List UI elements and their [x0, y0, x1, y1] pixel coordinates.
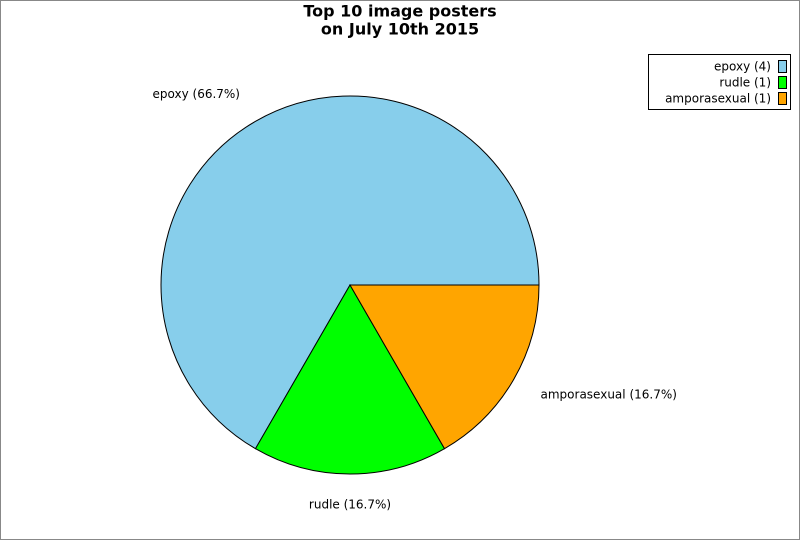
slice-label: amporasexual (16.7%) — [541, 388, 677, 402]
legend-box — [648, 54, 791, 110]
legend-swatch — [778, 92, 787, 105]
slice-label: epoxy (66.7%) — [153, 87, 240, 101]
legend-label: epoxy (4) — [714, 60, 771, 74]
slice-label: rudle (16.7%) — [309, 498, 391, 512]
legend-swatch — [778, 60, 787, 73]
legend-swatch — [778, 76, 787, 89]
legend-label: rudle (1) — [719, 76, 771, 90]
chart-title: Top 10 image posters — [303, 2, 496, 21]
pie-slice — [349, 284, 540, 450]
pie-slice — [160, 95, 540, 450]
legend-label: amporasexual (1) — [665, 92, 771, 106]
chart-title: on July 10th 2015 — [321, 20, 479, 39]
pie-slice — [254, 283, 446, 475]
